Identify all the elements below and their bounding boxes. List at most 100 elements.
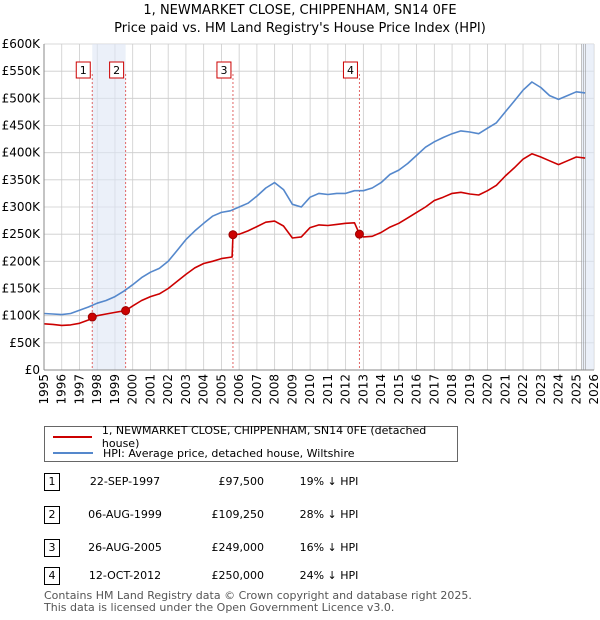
axes: £0 £50K £100K £150K £200K £250K £300K £350K £400… (2, 37, 600, 405)
x-tick-label: 2018 (445, 374, 459, 405)
sale-point (354, 229, 364, 239)
y-tick-label: £450K (2, 119, 42, 133)
x-tick-label: 2009 (285, 374, 299, 405)
grid (43, 43, 595, 371)
legend-label-hpi: HPI: Average price, detached house, Wilt… (103, 446, 355, 460)
sale-price: £109,250 (211, 508, 265, 521)
series-line-property (43, 153, 586, 327)
legend-item-property: 1, NEWMARKET CLOSE, CHIPPENHAM, SN14 0FE… (53, 424, 457, 450)
sale-date: 22-SEP-1997 (89, 475, 161, 488)
table-row: 2 06-AUG-1999 £109,250 28% ↓ HPI (44, 505, 464, 525)
sale-hpi-diff: 19% ↓ HPI (299, 475, 359, 488)
sale-label-number: 3 (220, 64, 227, 77)
sale-point (87, 312, 97, 322)
y-tick-label: £250K (2, 227, 42, 241)
sale-price: £97,500 (218, 475, 265, 488)
legend-label-property: 1, NEWMARKET CLOSE, CHIPPENHAM, SN14 0FE… (101, 424, 427, 450)
sale-number-badge: 1 (44, 473, 60, 491)
table-row: 1 22-SEP-1997 £97,500 19% ↓ HPI (44, 472, 464, 492)
x-tick-label: 2005 (214, 374, 228, 405)
chart-title: 1, NEWMARKET CLOSE, CHIPPENHAM, SN14 0FE (143, 3, 457, 18)
series-line-hpi (43, 81, 586, 316)
legend-item-hpi: HPI: Average price, detached house, Wilt… (53, 445, 355, 461)
sale-point (121, 306, 131, 316)
x-tick-label: 2002 (161, 374, 175, 405)
x-tick-label: 2008 (268, 374, 282, 405)
table-row: 4 12-OCT-2012 £250,000 24% ↓ HPI (44, 566, 464, 586)
x-tick-label: 2010 (303, 374, 317, 405)
x-tick-label: 2024 (552, 374, 566, 405)
y-tick-label: £50K (9, 336, 41, 350)
x-tick-label: 2025 (569, 374, 583, 405)
x-tick-label: 1995 (37, 374, 51, 405)
x-tick-label: 2006 (232, 374, 246, 405)
shaded-region (581, 44, 594, 370)
y-tick-label: £600K (2, 37, 42, 51)
sale-point (228, 230, 238, 240)
chart-title-block: 1, NEWMARKET CLOSE, CHIPPENHAM, SN14 0FE… (0, 2, 600, 38)
x-tick-label: 2007 (250, 374, 264, 405)
x-tick-label: 2023 (534, 374, 548, 405)
x-tick-label: 2017 (427, 374, 441, 405)
x-tick-label: 2000 (126, 374, 140, 405)
x-tick-label: 1999 (108, 374, 122, 405)
x-tick-label: 2015 (392, 374, 406, 405)
sale-label-number: 4 (347, 64, 354, 77)
sale-hpi-diff: 24% ↓ HPI (299, 569, 359, 582)
x-tick-label: 1998 (90, 374, 104, 405)
sale-price: £250,000 (211, 569, 265, 582)
x-tick-label: 2011 (321, 374, 335, 405)
price-chart: 1 2 3 4 £0 £50K £100K £150K £200K £250K £300K £350… (2, 37, 600, 405)
y-tick-label: £100K (2, 309, 42, 323)
x-tick-label: 2016 (410, 374, 424, 405)
y-tick-label: £350K (2, 173, 42, 187)
sale-label-number: 1 (80, 64, 87, 77)
y-tick-label: £0 (25, 363, 40, 377)
chart-subtitle: Price paid vs. HM Land Registry's House … (114, 21, 486, 36)
sale-vlines (91, 74, 360, 370)
series-lines (43, 81, 586, 327)
sale-label-box (75, 61, 91, 79)
sale-label-box (109, 61, 125, 79)
y-tick-label: £500K (2, 91, 42, 105)
y-tick-label: £200K (2, 254, 42, 268)
x-tick-label: 2003 (179, 374, 193, 405)
x-tick-label: 2014 (374, 374, 388, 405)
sale-date: 12-OCT-2012 (88, 569, 162, 582)
sale-date: 26-AUG-2005 (88, 541, 162, 554)
sale-price: £249,000 (211, 541, 265, 554)
table-row: 3 26-AUG-2005 £249,000 16% ↓ HPI (44, 538, 464, 558)
x-tick-label: 2026 (587, 374, 600, 405)
y-tick-label: £550K (2, 64, 42, 78)
x-tick-label: 2020 (481, 374, 495, 405)
legend-swatch-hpi (53, 452, 93, 454)
y-tick-label: £300K (2, 200, 42, 214)
legend: 1, NEWMARKET CLOSE, CHIPPENHAM, SN14 0FE… (44, 424, 458, 462)
sale-hpi-diff: 28% ↓ HPI (299, 508, 359, 521)
x-tick-label: 1997 (72, 374, 86, 405)
x-tick-label: 2013 (356, 374, 370, 405)
footer-copyright: Contains HM Land Registry data © Crown c… (44, 589, 472, 602)
footer-licence: This data is licensed under the Open Gov… (44, 601, 395, 614)
sale-label-box (216, 61, 232, 79)
sale-number-badge: 2 (44, 506, 60, 524)
y-tick-label: £400K (2, 146, 42, 160)
shaded-region (92, 44, 126, 370)
x-tick-label: 2021 (498, 374, 512, 405)
x-tick-label: 2001 (143, 374, 157, 405)
sale-hpi-diff: 16% ↓ HPI (299, 541, 359, 554)
x-tick-label: 2019 (463, 374, 477, 405)
x-tick-label: 2022 (516, 374, 530, 405)
sale-number-badge: 4 (44, 567, 60, 585)
x-tick-label: 1996 (55, 374, 69, 405)
legend-swatch-property (53, 436, 92, 438)
y-tick-label: £150K (2, 282, 42, 296)
sale-number-badge: 3 (44, 539, 60, 557)
sale-labels: 1 2 3 4 (75, 61, 358, 79)
footer: Contains HM Land Registry data © Crown c… (44, 590, 472, 614)
sale-points (87, 229, 364, 322)
x-tick-label: 2012 (339, 374, 353, 405)
x-tick-label: 2004 (197, 374, 211, 405)
sale-label-number: 2 (113, 64, 120, 77)
sale-label-box (342, 61, 358, 79)
